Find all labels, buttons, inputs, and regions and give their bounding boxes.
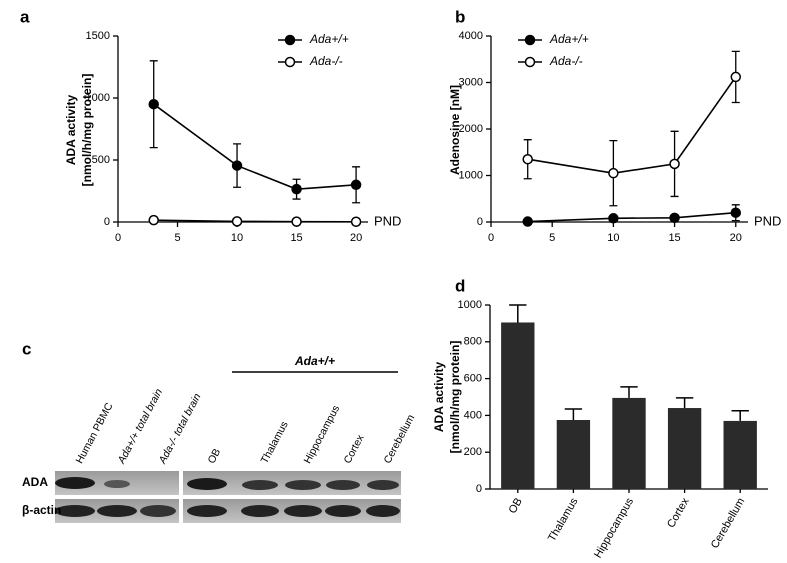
y-tick-label: 3000 <box>459 76 483 88</box>
bar <box>501 322 535 489</box>
point <box>730 71 742 83</box>
lane-label: Hippocampus <box>302 403 343 465</box>
lane-label: Ada+/+ total brain <box>115 387 165 467</box>
x-tick-label: OB <box>507 496 525 516</box>
y-tick-label: 0 <box>476 483 482 495</box>
x-tick-label: 10 <box>607 232 619 244</box>
x-tick-label: 10 <box>231 232 243 244</box>
series-line <box>153 219 357 223</box>
legend-marker <box>284 56 296 68</box>
y-tick-label: 500 <box>92 154 110 166</box>
point <box>148 214 159 226</box>
panel-label: b <box>455 7 465 26</box>
x-tick-label: 0 <box>488 232 494 244</box>
x-tick-label: 5 <box>174 232 180 244</box>
blot <box>55 471 401 523</box>
legend-marker <box>524 34 536 46</box>
point <box>522 153 533 165</box>
row-label: β-actin <box>22 503 61 517</box>
y-tick-label: 600 <box>464 373 482 385</box>
error-bar <box>675 397 694 409</box>
legend-label: Ada-/- <box>309 54 343 68</box>
x-tick-label: Cortex <box>665 496 692 530</box>
error-bar <box>564 408 583 420</box>
y-tick-label: 1000 <box>86 92 110 104</box>
y-axis-label: ADA activity <box>432 362 446 433</box>
error-bar <box>509 304 527 323</box>
x-axis-label: PND <box>754 213 781 228</box>
legend-label: Ada-/- <box>549 54 583 68</box>
panel-label: a <box>20 7 30 26</box>
y-axis-label: Adenosine [nM] <box>448 85 462 175</box>
lane-label: Ada-/- total brain <box>156 391 204 466</box>
y-axis-label: ADA activity <box>64 95 78 166</box>
y-axis-label: [nmol/h/mg protein] <box>80 74 94 187</box>
point <box>291 216 302 227</box>
lane-label: Human PBMC <box>74 400 116 465</box>
point <box>148 98 159 110</box>
bar <box>612 397 646 489</box>
x-tick-label: 15 <box>290 232 302 244</box>
x-tick-label: 20 <box>730 232 742 244</box>
x-tick-label: 0 <box>115 232 121 244</box>
point <box>669 212 680 224</box>
series-line <box>527 211 736 223</box>
series-line <box>527 76 737 174</box>
y-axis-label: [nmol/h/mg protein] <box>448 341 462 454</box>
y-tick-label: 0 <box>477 216 483 228</box>
legend-marker <box>284 34 296 46</box>
x-axis-label: PND <box>374 213 401 228</box>
bar <box>667 408 702 489</box>
error-bar <box>620 386 638 398</box>
x-tick-label: Thalamus <box>546 496 581 544</box>
y-tick-label: 1000 <box>459 169 483 181</box>
point <box>231 216 243 227</box>
point <box>608 167 619 179</box>
x-tick-label: Hippocampus <box>592 496 636 561</box>
point <box>291 183 302 195</box>
bar <box>723 420 757 489</box>
point <box>231 160 243 171</box>
bar <box>556 420 591 489</box>
panel-label: d <box>455 276 465 295</box>
row-label: ADA <box>22 475 48 489</box>
lane-label: Cortex <box>342 432 367 466</box>
x-tick-label: 15 <box>668 232 680 244</box>
y-tick-label: 400 <box>464 409 482 421</box>
y-tick-label: 800 <box>464 336 482 348</box>
legend-label: Ada+/+ <box>309 32 349 46</box>
y-tick-label: 1000 <box>458 299 482 311</box>
y-tick-label: 4000 <box>459 30 483 42</box>
series-line <box>153 103 357 190</box>
group-label: Ada+/+ <box>294 354 335 368</box>
x-tick-label: 20 <box>350 232 362 244</box>
x-tick-label: Cerebellum <box>709 496 748 551</box>
point <box>350 179 362 191</box>
x-tick-label: 5 <box>549 232 555 244</box>
point <box>350 216 362 228</box>
legend-label: Ada+/+ <box>549 32 589 46</box>
point <box>669 158 680 170</box>
point <box>608 213 619 224</box>
panel-label: c <box>22 339 31 358</box>
legend-marker <box>524 56 536 68</box>
y-tick-label: 0 <box>104 216 110 228</box>
point <box>522 216 533 227</box>
lane-label: Thalamus <box>259 419 291 465</box>
y-tick-label: 200 <box>464 446 482 458</box>
y-tick-label: 1500 <box>86 30 110 42</box>
y-tick-label: 2000 <box>459 123 483 135</box>
error-bar <box>731 410 749 421</box>
lane-label: OB <box>206 447 224 466</box>
point <box>730 207 742 218</box>
lane-label: Cerebellum <box>382 412 418 465</box>
